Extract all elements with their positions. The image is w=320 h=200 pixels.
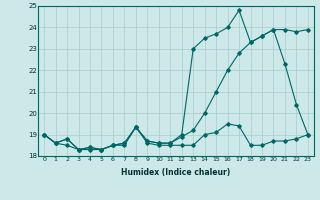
X-axis label: Humidex (Indice chaleur): Humidex (Indice chaleur) bbox=[121, 168, 231, 177]
